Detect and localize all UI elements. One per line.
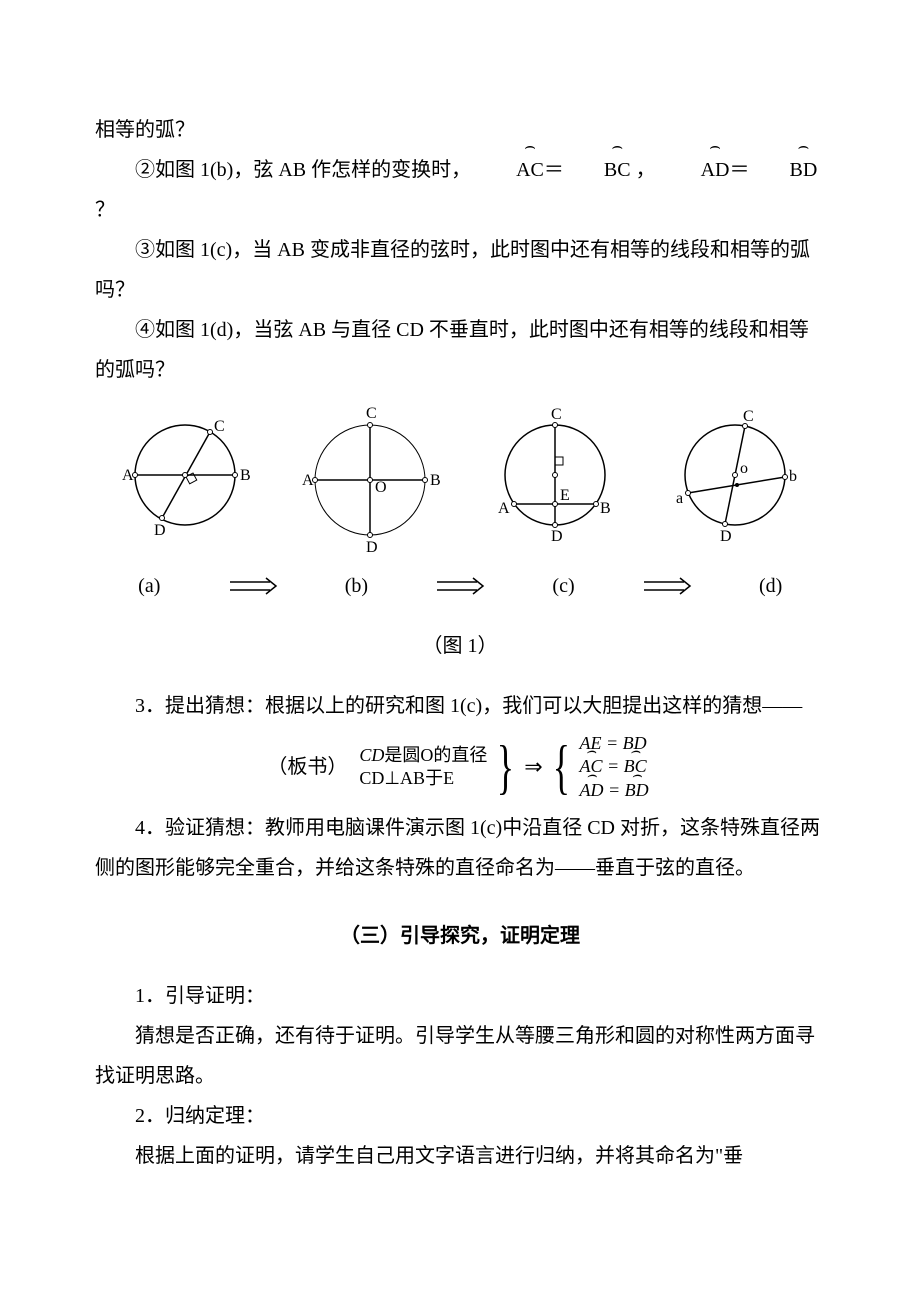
p-item-3: ③如图 1(c)，当 AB 变成非直径的弦时，此时图中还有相等的线段和相等的弧吗…	[95, 230, 825, 310]
arc-bc: BC	[564, 150, 631, 190]
figure-d: C D a b o	[660, 405, 810, 555]
t-sep: ，	[636, 159, 656, 181]
arc-ad: AD	[661, 150, 730, 190]
figure-c: C D A B E	[480, 405, 630, 555]
lbl-b-B: B	[430, 472, 441, 489]
section-heading-3: （三）引导探究，证明定理	[95, 916, 825, 956]
right-brace-icon: }	[497, 737, 514, 797]
p-conjecture: 3．提出猜想：根据以上的研究和图 1(c)，我们可以大胆提出这样的猜想——	[95, 686, 825, 726]
ml2: CD⊥AB于E	[359, 768, 454, 788]
p-item-2: ②如图 1(b)，弦 AB 作怎样的变换时， AC＝BC ， AD＝BD ？	[95, 150, 825, 230]
page: 相等的弧？ ②如图 1(b)，弦 AB 作怎样的变换时， AC＝BC ， AD＝…	[0, 0, 920, 1303]
p-9: 2．归纳定理：	[95, 1096, 825, 1136]
t-l2end: ？	[95, 199, 115, 221]
lbl-d-C: C	[743, 408, 754, 425]
figure-a: A B C D	[110, 405, 260, 555]
arrow-icon	[435, 576, 485, 596]
lbl-b-O: O	[375, 479, 387, 496]
p-7: 1．引导证明：	[95, 976, 825, 1016]
arc-bd: BD	[749, 150, 817, 190]
lbl-d-D: D	[720, 528, 732, 545]
p-8: 猜想是否正确，还有待于证明。引导学生从等腰三角形和圆的对称性两方面寻找证明思路。	[95, 1016, 825, 1096]
lbl-d-a: a	[676, 490, 683, 507]
lbl-c-C: C	[551, 406, 562, 423]
math-right-stack: AE = BD AC = BC AD = BD	[575, 732, 652, 802]
lbl-b-A: A	[302, 472, 314, 489]
cap-c: (c)	[534, 566, 594, 606]
figure-caption: （图 1）	[95, 626, 825, 666]
lbl-c-A: A	[498, 500, 510, 517]
implies-icon: ⇒	[520, 745, 546, 789]
lbl-c-B: B	[600, 500, 611, 517]
lbl-b-D: D	[366, 539, 378, 556]
mr3l: AD	[579, 779, 603, 802]
cap-d: (d)	[741, 566, 801, 606]
figure-caption-row: (a) (b) (c) (d)	[95, 566, 825, 606]
p-verify: 4．验证猜想：教师用电脑课件演示图 1(c)中沿直径 CD 对折，这条特殊直径两…	[95, 808, 825, 888]
arc-ac: AC	[476, 150, 544, 190]
cap-b: (b)	[326, 566, 386, 606]
lbl-a-A: A	[122, 467, 134, 484]
lbl-d-o: o	[740, 460, 748, 477]
lbl-b-C: C	[366, 405, 377, 422]
arrow-icon	[228, 576, 278, 596]
lbl-a-C: C	[214, 418, 225, 435]
figure-row: A B C D A B C D O	[95, 400, 825, 560]
lbl-c-E: E	[560, 487, 570, 504]
arrow-icon	[642, 576, 692, 596]
math-block: （板书） CDCD是圆O的直径是圆O的直径 CD⊥AB于E } ⇒ { AE =…	[95, 732, 825, 802]
math-label: （板书）	[267, 747, 347, 787]
cap-a: (a)	[119, 566, 179, 606]
lbl-d-b: b	[789, 468, 797, 485]
lbl-a-D: D	[154, 522, 166, 539]
p-10: 根据上面的证明，请学生自己用文字语言进行归纳，并将其命名为"垂	[95, 1136, 825, 1176]
t-l2a: ②如图 1(b)，弦 AB 作怎样的变换时，	[135, 159, 471, 181]
figure-b: A B C D O	[290, 400, 450, 560]
lbl-a-B: B	[240, 467, 251, 484]
p-item-4: ④如图 1(d)，当弦 AB 与直径 CD 不垂直时，此时图中还有相等的线段和相…	[95, 310, 825, 390]
left-brace-icon: {	[552, 737, 569, 797]
lbl-c-D: D	[551, 528, 563, 545]
mr3r: BD	[625, 779, 649, 802]
math-left-stack: CDCD是圆O的直径是圆O的直径 CD⊥AB于E	[355, 744, 491, 791]
